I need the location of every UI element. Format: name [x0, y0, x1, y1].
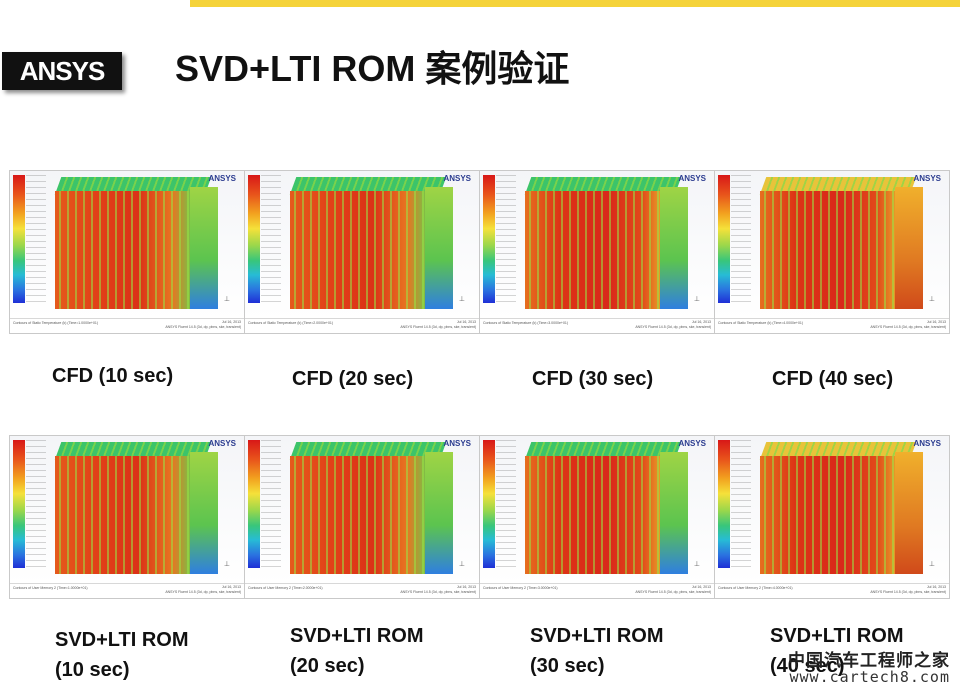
axes-icon: ⊥ [693, 561, 700, 568]
footer-left: Contours of User Memory 2 (Time=4.0000e+… [718, 586, 793, 590]
top-accent-bar [190, 0, 960, 7]
ansys-logo: ANSYS [2, 52, 122, 90]
colorbar [483, 440, 495, 568]
footer-left: Contours of User Memory 2 (Time=1.0000e+… [13, 586, 88, 590]
caption-cfd-10s: CFD (10 sec) [52, 365, 174, 387]
footer-date: Jul 16, 2013 [221, 320, 241, 324]
rom-image-20s: ANSYS ⊥ Contours of User Memory 2 (Time=… [244, 435, 480, 599]
caption-cfd-20s: CFD (20 sec) [292, 368, 414, 390]
caption-rom-30s: SVD+LTI ROM (30 sec) [530, 621, 664, 681]
axes-icon: ⊥ [693, 296, 700, 303]
colorbar [248, 175, 260, 303]
caption-line1: SVD+LTI ROM [530, 625, 664, 647]
footer-solver: ANSYS Fluent 14.5 (3d, dp, pbns, ske, tr… [635, 325, 711, 329]
rom-image-30s: ANSYS ⊥ Contours of User Memory 2 (Time=… [479, 435, 715, 599]
footer-date: Jul 16, 2013 [926, 585, 946, 589]
brand-label: ANSYS [208, 439, 236, 448]
axes-icon: ⊥ [458, 296, 465, 303]
footer-left: Contours of Static Temperature (k) (Time… [718, 321, 804, 325]
cfd-image-10s: ANSYS ⊥ Contours of Static Temperature (… [9, 170, 245, 334]
axes-icon: ⊥ [223, 561, 230, 568]
axes-icon: ⊥ [928, 296, 935, 303]
cfd-image-40s: ANSYS ⊥ Contours of Static Temperature (… [714, 170, 950, 334]
watermark-url: www.cartech8.com [789, 668, 950, 686]
caption-line1: SVD+LTI ROM [55, 629, 189, 651]
logo-text: ANSYS [19, 55, 106, 86]
footer-solver: ANSYS Fluent 14.5 (3d, dp, pbns, ske, tr… [165, 590, 241, 594]
watermark-cn: 中国汽车工程师之家 [788, 651, 950, 671]
caption-cfd-40s: CFD (40 sec) [772, 368, 894, 390]
brand-label: ANSYS [913, 439, 941, 448]
caption-line2: (20 sec) [290, 655, 365, 677]
footer-date: Jul 16, 2013 [456, 585, 476, 589]
watermark: 中国汽车工程师之家 www.cartech8.com [770, 644, 960, 690]
footer-solver: ANSYS Fluent 14.5 (3d, dp, pbns, ske, tr… [635, 590, 711, 594]
footer-date: Jul 16, 2013 [221, 585, 241, 589]
rom-image-40s: ANSYS ⊥ Contours of User Memory 2 (Time=… [714, 435, 950, 599]
caption-rom-10s: SVD+LTI ROM (10 sec) [55, 625, 189, 685]
footer-date: Jul 16, 2013 [456, 320, 476, 324]
colorbar [13, 440, 25, 568]
footer-left: Contours of Static Temperature (k) (Time… [13, 321, 99, 325]
colorbar [718, 440, 730, 568]
caption-line1: SVD+LTI ROM [770, 625, 904, 647]
caption-rom-20s: SVD+LTI ROM (20 sec) [290, 621, 424, 681]
caption-line2: (10 sec) [55, 659, 130, 681]
footer-left: Contours of Static Temperature (k) (Time… [248, 321, 334, 325]
caption-line1: SVD+LTI ROM [290, 625, 424, 647]
footer-left: Contours of User Memory 2 (Time=3.0000e+… [483, 586, 558, 590]
brand-label: ANSYS [678, 439, 706, 448]
footer-solver: ANSYS Fluent 14.5 (3d, dp, pbns, ske, tr… [400, 325, 476, 329]
brand-label: ANSYS [443, 174, 471, 183]
brand-label: ANSYS [913, 174, 941, 183]
footer-solver: ANSYS Fluent 14.5 (3d, dp, pbns, ske, tr… [870, 590, 946, 594]
caption-line2: (40 sec) [770, 655, 845, 677]
axes-icon: ⊥ [223, 296, 230, 303]
brand-label: ANSYS [208, 174, 236, 183]
footer-left: Contours of User Memory 2 (Time=2.0000e+… [248, 586, 323, 590]
footer-left: Contours of Static Temperature (k) (Time… [483, 321, 569, 325]
footer-solver: ANSYS Fluent 14.5 (3d, dp, pbns, ske, tr… [165, 325, 241, 329]
footer-solver: ANSYS Fluent 14.5 (3d, dp, pbns, ske, tr… [870, 325, 946, 329]
footer-date: Jul 16, 2013 [926, 320, 946, 324]
slide-title: SVD+LTI ROM 案例验证 [175, 48, 570, 89]
rom-image-10s: ANSYS ⊥ Contours of User Memory 2 (Time=… [9, 435, 245, 599]
caption-line2: (30 sec) [530, 655, 605, 677]
colorbar [483, 175, 495, 303]
cfd-image-30s: ANSYS ⊥ Contours of Static Temperature (… [479, 170, 715, 334]
axes-icon: ⊥ [928, 561, 935, 568]
cfd-image-20s: ANSYS ⊥ Contours of Static Temperature (… [244, 170, 480, 334]
caption-rom-40s: SVD+LTI ROM (40 sec) [770, 621, 904, 681]
caption-cfd-30s: CFD (30 sec) [532, 368, 654, 390]
colorbar [718, 175, 730, 303]
brand-label: ANSYS [443, 439, 471, 448]
colorbar [13, 175, 25, 303]
colorbar [248, 440, 260, 568]
brand-label: ANSYS [678, 174, 706, 183]
footer-solver: ANSYS Fluent 14.5 (3d, dp, pbns, ske, tr… [400, 590, 476, 594]
footer-date: Jul 16, 2013 [691, 320, 711, 324]
axes-icon: ⊥ [458, 561, 465, 568]
footer-date: Jul 16, 2013 [691, 585, 711, 589]
